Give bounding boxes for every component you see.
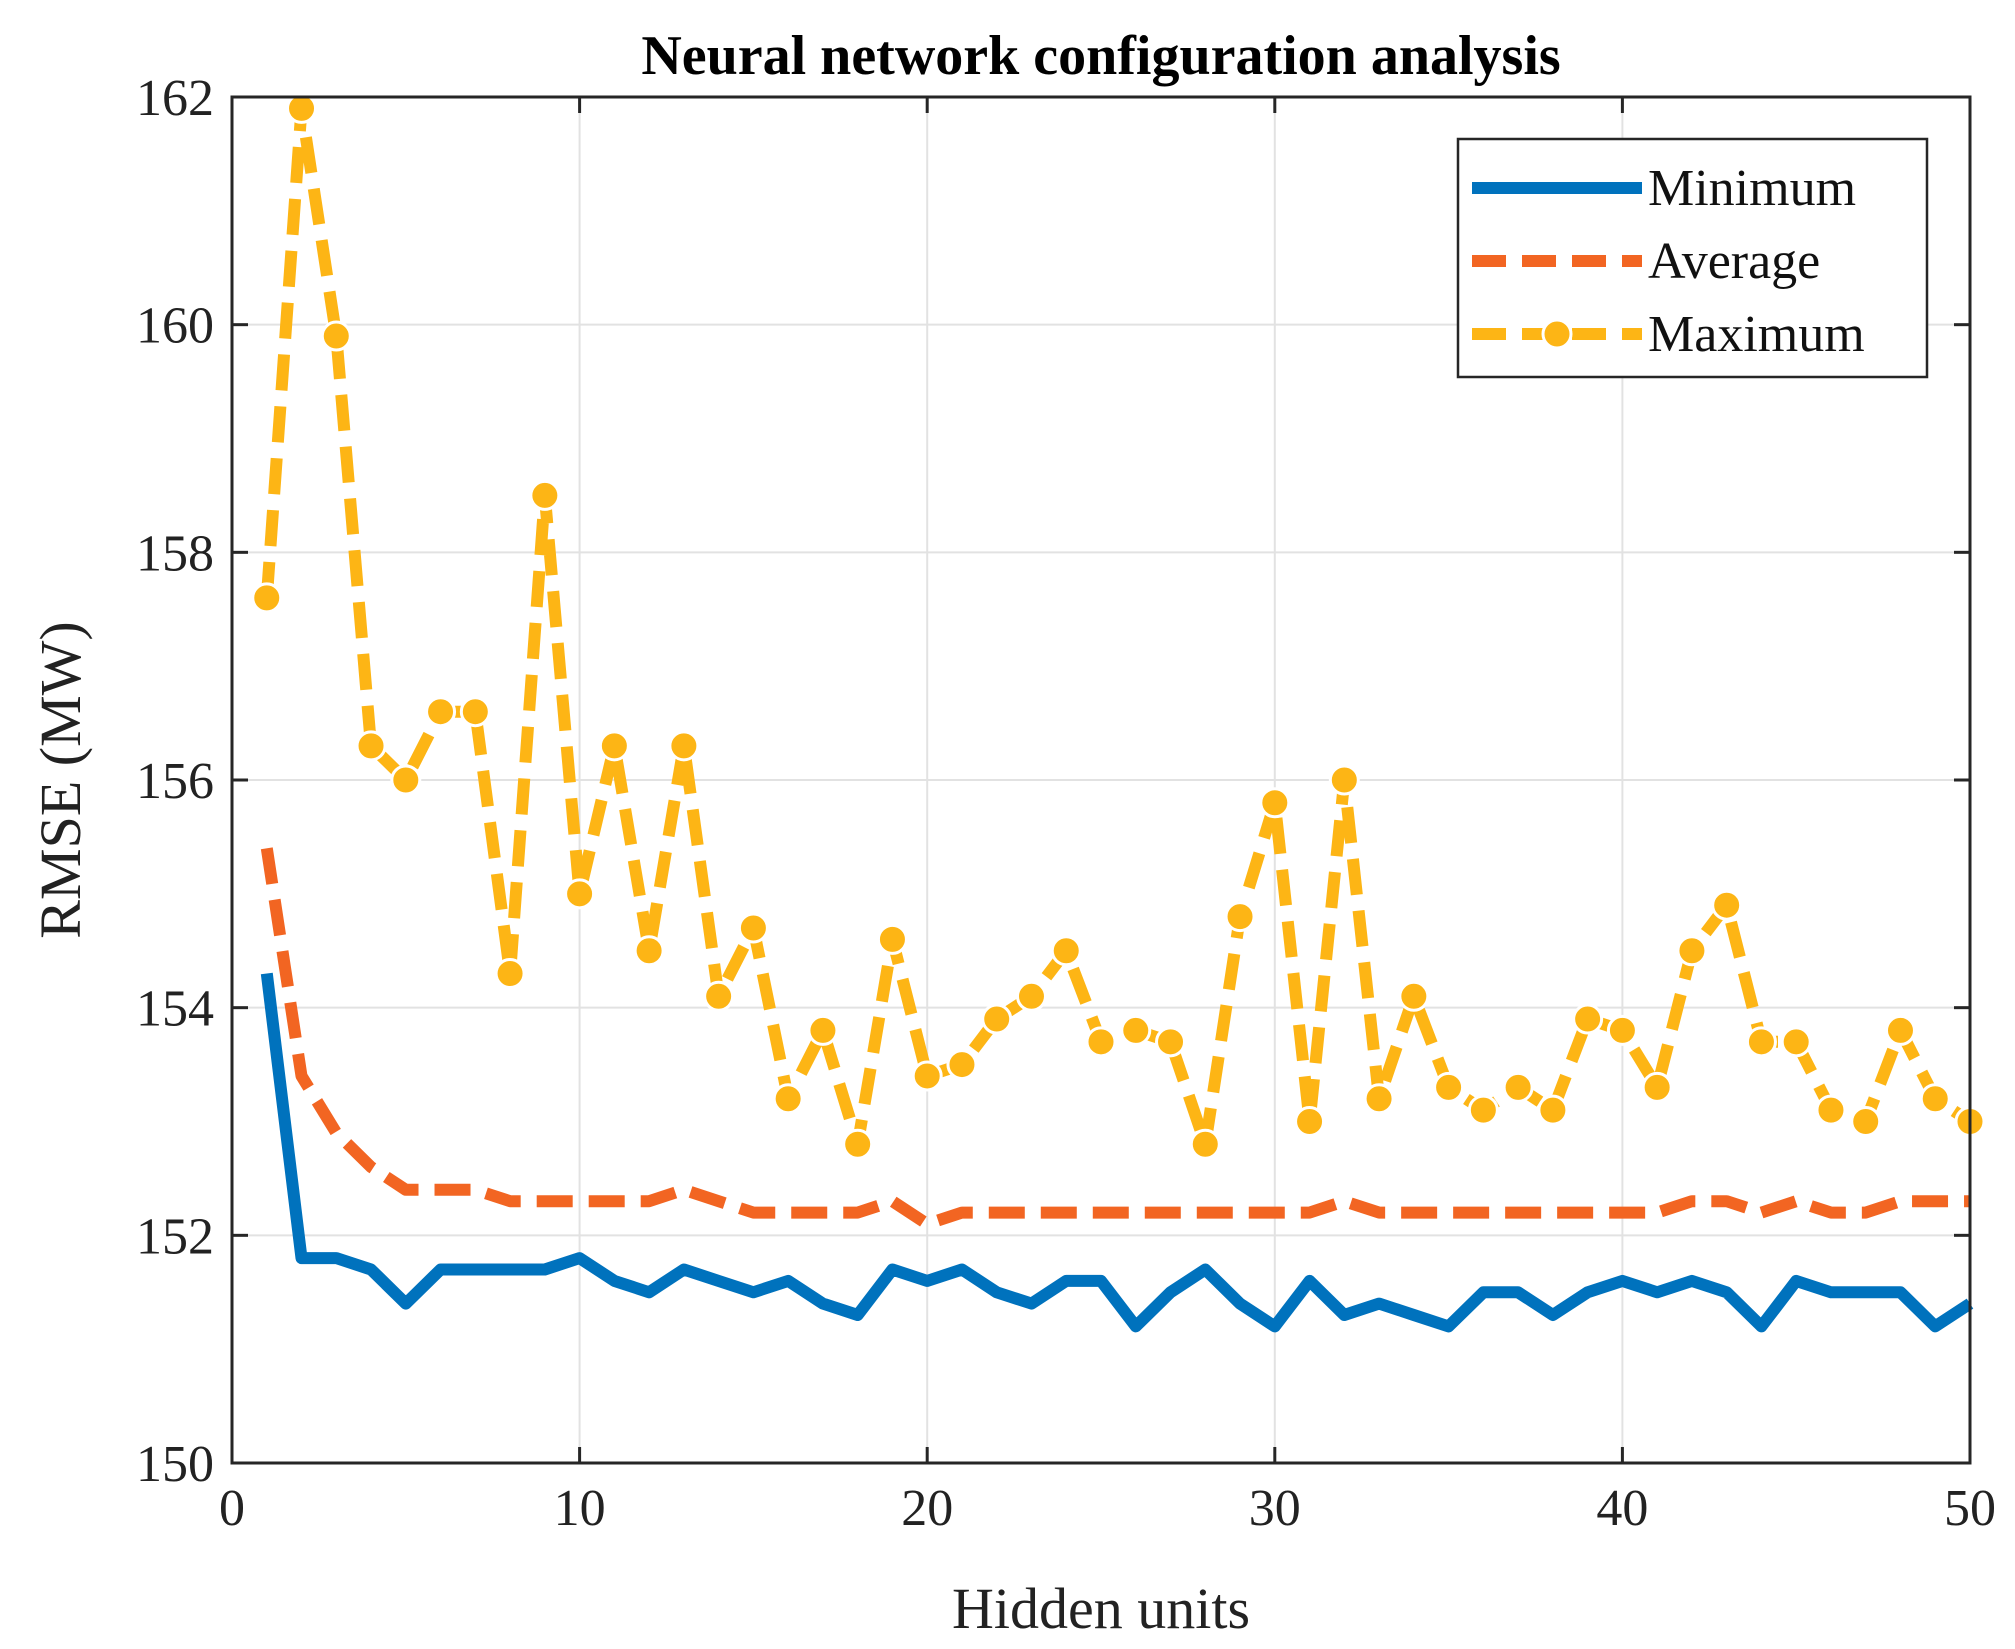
data-point-maximum [1676,935,1708,967]
data-point-maximum [633,935,665,967]
data-point-maximum [1537,1094,1569,1126]
data-point-maximum [842,1128,874,1160]
data-point-maximum [564,878,596,910]
series-layer [251,92,1986,1333]
data-point-maximum [1085,1026,1117,1058]
data-point-maximum [355,730,387,762]
data-point-maximum [1502,1071,1534,1103]
data-point-maximum [598,730,630,762]
data-point-maximum [1120,1014,1152,1046]
series-line-minimum [260,972,1974,1333]
data-point-maximum [1015,980,1047,1012]
x-axis-label: Hidden units [952,1576,1250,1641]
data-point-maximum [703,980,735,1012]
data-point-maximum [1155,1026,1187,1058]
legend-entry-maximum: Maximum [1472,306,1865,363]
legend-label-minimum: Minimum [1648,160,1856,217]
legend-label-average: Average [1648,233,1820,290]
chart-title: Neural network configuration analysis [641,25,1560,87]
data-point-maximum [1850,1106,1882,1137]
y-tick-label: 156 [136,753,214,810]
data-point-maximum [1259,787,1291,819]
data-point-maximum [876,923,908,955]
y-tick-label: 154 [136,981,214,1038]
y-axis-label: RMSE (MW) [28,621,93,938]
data-point-maximum [1294,1106,1326,1137]
x-tick-label: 50 [1944,1480,1996,1537]
data-point-maximum [1189,1128,1221,1160]
data-point-maximum [668,730,700,762]
legend-label-maximum: Maximum [1648,306,1865,363]
y-tick-label: 150 [136,1436,214,1493]
data-point-maximum [320,320,352,352]
data-point-maximum [494,958,526,990]
ticks: 0 10 20 30 40 50 150 152 154 156 158 160 162 [136,70,1996,1537]
data-point-maximum [1919,1083,1951,1115]
legend: Minimum Average Maximum [1456,137,1929,379]
series-average [260,847,1970,1230]
data-point-maximum [772,1083,804,1115]
data-point-maximum [1815,1094,1847,1126]
data-point-maximum [911,1060,943,1092]
data-point-maximum [1572,1003,1604,1035]
data-point-maximum [1328,764,1360,796]
x-tick-label: 0 [219,1480,245,1537]
data-point-maximum [1606,1014,1638,1046]
data-point-maximum [1433,1071,1465,1103]
y-tick-label: 158 [136,525,214,582]
x-tick-label: 10 [554,1480,606,1537]
data-point-maximum [1745,1026,1777,1058]
data-point-maximum [425,696,457,728]
data-point-maximum [251,582,283,614]
data-point-maximum [390,764,422,796]
data-point-maximum [1711,889,1743,921]
data-point-maximum [1363,1083,1395,1115]
data-point-maximum [1050,935,1082,967]
data-point-maximum [459,696,491,728]
data-point-maximum [1641,1071,1673,1103]
x-tick-label: 40 [1596,1480,1648,1537]
y-tick-label: 162 [136,70,214,127]
series-minimum [260,972,1974,1333]
data-point-maximum [1224,901,1256,933]
y-tick-label: 152 [136,1208,214,1265]
series-maximum [251,92,1986,1160]
data-point-maximum [807,1014,839,1046]
legend-entry-average: Average [1472,233,1820,290]
y-tick-label: 160 [136,298,214,355]
data-point-maximum [1467,1094,1499,1126]
data-point-maximum [1884,1014,1916,1046]
data-point-maximum [737,912,769,944]
series-line-maximum [260,102,1974,1151]
x-tick-label: 20 [901,1480,953,1537]
legend-marker-maximum [1541,318,1573,350]
legend-entry-minimum: Minimum [1472,160,1856,217]
series-line-average [260,847,1970,1230]
data-point-maximum [529,479,561,511]
data-point-maximum [946,1049,978,1081]
x-tick-label: 30 [1249,1480,1301,1537]
data-point-maximum [981,1003,1013,1035]
data-point-maximum [1398,980,1430,1012]
data-point-maximum [1780,1026,1812,1058]
data-point-maximum [286,92,318,124]
